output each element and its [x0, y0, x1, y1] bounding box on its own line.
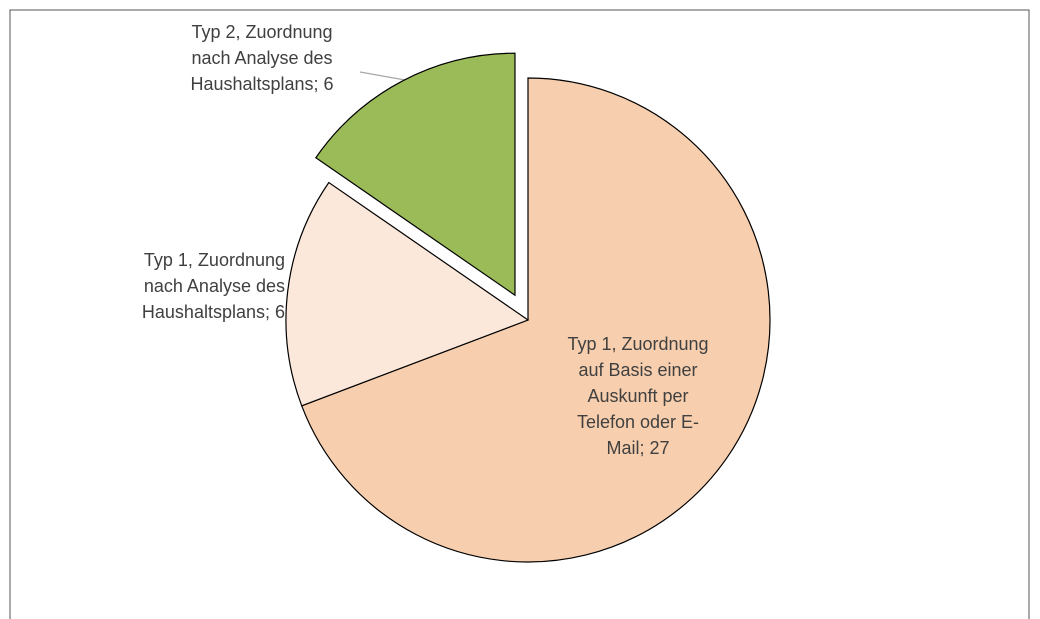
- pie-slice: [314, 52, 516, 297]
- data-label: Typ 1, Zuordnung auf Basis einer Auskunft …: [567, 334, 708, 458]
- data-label: Typ 1, Zuordnung nach Analyse des Haushalt…: [142, 250, 285, 322]
- data-label: Typ 2, Zuordnung nach Analyse des Haushalt…: [190, 22, 333, 94]
- chart-frame: [9, 9, 1030, 619]
- leader-line: [359, 71, 406, 81]
- pie-slice: [300, 77, 771, 563]
- pie-slice: [285, 181, 530, 407]
